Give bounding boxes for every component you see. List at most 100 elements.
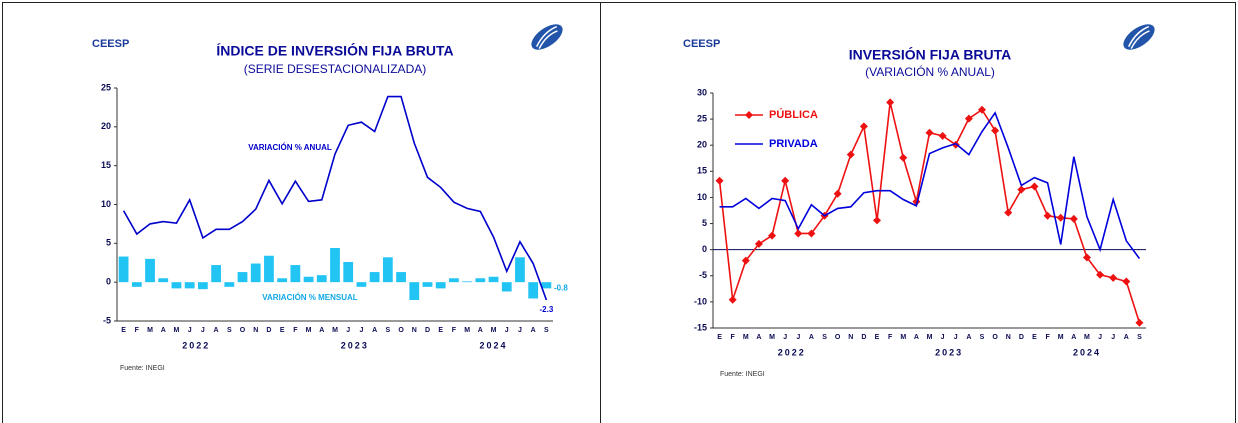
x-tick-label: M — [306, 327, 312, 334]
x-tick-label: M — [147, 327, 153, 334]
bar — [290, 265, 301, 283]
marker — [1109, 273, 1118, 282]
bar — [369, 272, 380, 283]
marker — [977, 105, 986, 114]
x-tick-label: A — [1124, 334, 1129, 341]
x-tick-label: J — [941, 334, 945, 341]
x-tick-label: S — [544, 327, 549, 334]
x-tick-label: M — [174, 327, 180, 334]
bar — [303, 276, 314, 283]
marker — [873, 216, 882, 225]
bar — [356, 282, 367, 287]
x-tick-label: N — [412, 327, 417, 334]
chart-subtitle: (SERIE DESESTACIONALIZADA) — [244, 62, 426, 76]
line — [719, 111, 1141, 260]
marker — [1043, 211, 1052, 220]
source: Fuente: INEGI — [120, 365, 165, 372]
y-tick-label: 10 — [697, 192, 707, 202]
x-tick-label: A — [478, 327, 483, 334]
x-tick-label: O — [398, 327, 404, 334]
y-tick-label: -15 — [694, 322, 707, 332]
bar — [224, 282, 235, 287]
marker — [781, 176, 790, 185]
series-label: VARIACIÓN % ANUAL — [248, 143, 332, 152]
x-tick-label: A — [756, 334, 761, 341]
x-tick-label: J — [954, 334, 958, 341]
marker — [741, 256, 750, 265]
x-tick-label: F — [731, 334, 736, 341]
y-tick-label: 0 — [702, 244, 707, 254]
y-tick-label: 0 — [106, 277, 111, 287]
x-tick-label: M — [900, 334, 906, 341]
value-label: -2.3 — [539, 305, 553, 314]
x-tick-label: E — [280, 327, 285, 334]
x-tick-label: A — [531, 327, 536, 334]
marker — [715, 176, 724, 185]
marker — [1096, 270, 1105, 279]
x-tick-label: S — [980, 334, 985, 341]
bar — [528, 282, 539, 299]
bar — [277, 278, 288, 283]
x-tick-label: A — [966, 334, 971, 341]
marker — [1069, 214, 1078, 223]
x-group-label: 2023 — [935, 347, 963, 357]
bar — [515, 257, 525, 283]
y-tick-label: 20 — [697, 140, 707, 150]
x-tick-label: J — [359, 327, 363, 334]
bar — [158, 278, 169, 283]
bar — [541, 282, 552, 289]
marker — [964, 114, 973, 123]
x-tick-label: A — [214, 327, 219, 334]
x-tick-label: J — [783, 334, 787, 341]
bar — [118, 256, 129, 283]
marker — [938, 131, 947, 140]
x-tick-label: D — [1019, 334, 1024, 341]
y-tick-label: 25 — [101, 82, 111, 92]
brand: CEESP — [683, 38, 720, 50]
bar — [197, 282, 208, 290]
value-label: -0.8 — [554, 283, 568, 292]
legend-marker — [745, 111, 753, 119]
y-tick-label: 10 — [101, 199, 111, 209]
logo — [1123, 24, 1155, 50]
marker — [886, 98, 895, 107]
x-tick-label: M — [491, 327, 497, 334]
x-group-label: 2022 — [778, 347, 806, 357]
x-group-label: 2023 — [341, 340, 369, 350]
x-tick-label: F — [452, 327, 457, 334]
x-tick-label: N — [848, 334, 853, 341]
bar — [250, 263, 261, 283]
x-tick-label: F — [293, 327, 298, 334]
bar — [396, 272, 406, 283]
x-tick-label: M — [1084, 334, 1090, 341]
chart-title: ÍNDICE DE INVERSIÓN FIJA BRUTA — [216, 42, 453, 59]
x-tick-label: J — [505, 327, 509, 334]
x-tick-label: D — [861, 334, 866, 341]
bar — [435, 282, 446, 289]
bar — [488, 276, 499, 283]
legend-label: PÚBLICA — [769, 108, 818, 121]
marker — [991, 126, 1000, 135]
x-tick-label: F — [888, 334, 893, 341]
y-tick-label: 15 — [101, 160, 111, 170]
y-tick-label: 5 — [702, 218, 707, 228]
x-tick-label: N — [253, 327, 258, 334]
x-group-label: 2024 — [480, 340, 508, 350]
marker — [1056, 213, 1065, 222]
x-tick-label: E — [1032, 334, 1037, 341]
x-tick-label: A — [809, 334, 814, 341]
x-tick-label: S — [1137, 334, 1142, 341]
x-tick-label: J — [518, 327, 522, 334]
x-tick-label: E — [875, 334, 880, 341]
y-tick-label: 30 — [697, 87, 707, 97]
bar — [131, 282, 142, 287]
y-tick-label: 20 — [101, 121, 111, 131]
x-tick-label: S — [227, 327, 232, 334]
bar — [237, 272, 248, 283]
legend-label: PRIVADA — [769, 138, 818, 150]
marker — [951, 140, 960, 149]
bar — [264, 255, 274, 283]
bar — [343, 261, 354, 283]
